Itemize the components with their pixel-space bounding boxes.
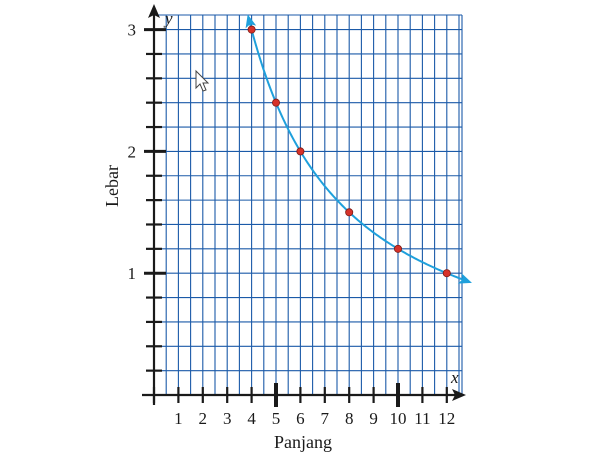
x-tick-label: 6	[296, 409, 305, 428]
data-point	[296, 147, 305, 156]
data-point	[393, 244, 402, 253]
y-axis-variable: y	[163, 9, 173, 28]
mouse-pointer-icon	[195, 69, 210, 92]
x-axis-title: Panjang	[274, 432, 332, 452]
y-tick-label: 1	[128, 264, 137, 283]
label-layer: Panjang Lebar x y	[102, 9, 459, 452]
curve-arrow-start	[245, 14, 257, 29]
x-axis-variable: x	[450, 368, 459, 387]
curve-layer	[245, 14, 472, 284]
x-tick-label: 2	[199, 409, 208, 428]
curve-arrow-end	[457, 273, 472, 284]
y-tick-label: 2	[128, 142, 137, 161]
grid	[154, 14, 463, 395]
x-axis-arrow	[452, 389, 466, 401]
x-tick-label: 3	[223, 409, 232, 428]
x-tick-label: 5	[272, 409, 281, 428]
x-tick-label: 11	[414, 409, 430, 428]
point-layer	[247, 25, 451, 278]
x-tick-label: 8	[345, 409, 354, 428]
x-tick-label: 10	[390, 409, 407, 428]
curve-line	[248, 19, 467, 282]
x-tick-label: 7	[321, 409, 330, 428]
y-axis-arrow	[148, 4, 160, 18]
y-axis-title: Lebar	[102, 165, 122, 207]
x-tick-label: 4	[247, 409, 256, 428]
data-point	[271, 98, 280, 107]
x-tick-label: 12	[438, 409, 455, 428]
data-point	[345, 208, 354, 217]
data-point	[442, 269, 451, 278]
x-tick-label: 1	[174, 409, 183, 428]
y-tick-label: 3	[128, 21, 137, 40]
data-point	[247, 25, 256, 34]
x-tick-label: 9	[369, 409, 378, 428]
